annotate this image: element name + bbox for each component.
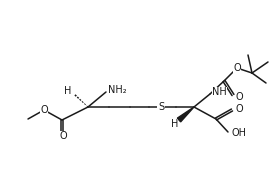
Text: NH: NH: [212, 87, 227, 97]
Text: OH: OH: [231, 128, 246, 138]
Text: H: H: [64, 86, 71, 96]
Text: NH₂: NH₂: [108, 85, 127, 95]
Text: O: O: [233, 63, 241, 73]
Text: O: O: [236, 92, 244, 102]
Text: S: S: [158, 102, 164, 112]
Text: O: O: [40, 105, 48, 115]
Text: O: O: [59, 131, 67, 141]
Polygon shape: [177, 107, 194, 122]
Text: O: O: [236, 104, 244, 114]
Text: H: H: [171, 119, 178, 129]
